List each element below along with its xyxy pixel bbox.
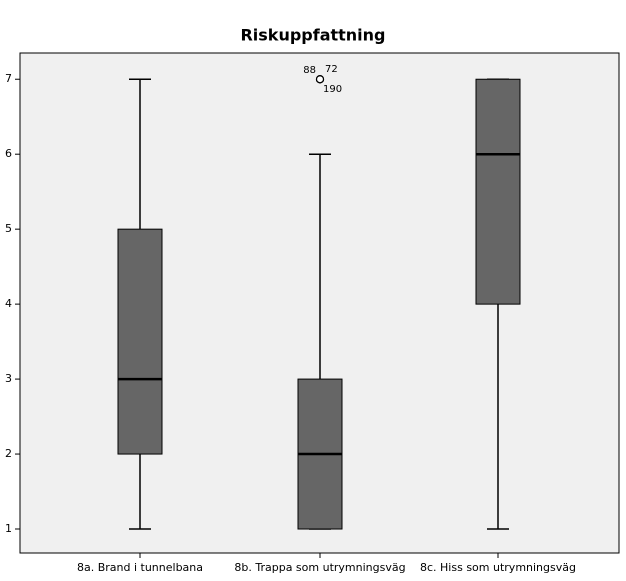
box xyxy=(117,228,163,455)
outlier xyxy=(315,75,325,84)
y-tick-label: 5 xyxy=(5,222,12,235)
outlier-label: 72 xyxy=(325,64,338,75)
x-tick-label: 8b. Trappa som utrymningsväg xyxy=(234,561,405,574)
outlier-label: 190 xyxy=(323,84,342,95)
y-tick-label: 6 xyxy=(5,147,12,160)
outlier-label: 88 xyxy=(303,65,316,76)
x-tick-label: 8a. Brand i tunnelbana xyxy=(77,561,203,574)
chart-title: Riskuppfattning xyxy=(240,26,385,45)
x-tick-label: 8c. Hiss som utrymningsväg xyxy=(420,561,576,574)
y-tick-label: 1 xyxy=(5,522,12,535)
y-tick-label: 2 xyxy=(5,447,12,460)
box xyxy=(475,78,521,305)
y-tick-label: 7 xyxy=(5,72,12,85)
y-tick-label: 3 xyxy=(5,372,12,385)
y-tick-label: 4 xyxy=(5,297,12,310)
